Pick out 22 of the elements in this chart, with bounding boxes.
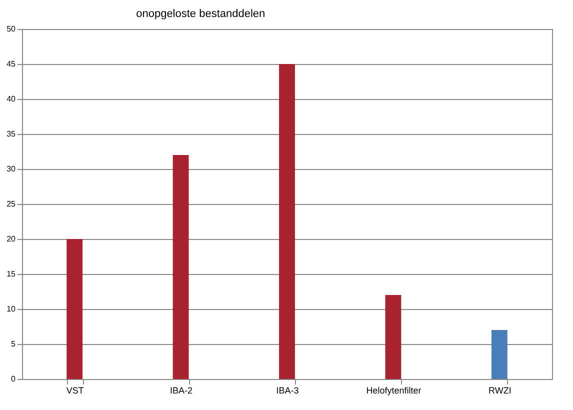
bar bbox=[491, 330, 508, 379]
bar bbox=[385, 295, 402, 379]
y-tick-label: 5 bbox=[11, 340, 16, 348]
y-tick-label: 0 bbox=[11, 374, 16, 384]
bar bbox=[279, 64, 295, 379]
x-tick-label: VST bbox=[66, 386, 84, 396]
x-tick-label: IBA-2 bbox=[170, 386, 193, 396]
chart-title: onopgeloste bestanddelen bbox=[136, 8, 266, 20]
bar bbox=[66, 239, 83, 379]
x-tick-label: IBA-3 bbox=[276, 386, 299, 396]
y-tick-label: 45 bbox=[6, 60, 16, 68]
y-tick-label: 50 bbox=[6, 24, 16, 34]
y-tick-label: 25 bbox=[6, 200, 16, 208]
y-tick-label: 10 bbox=[6, 304, 16, 314]
x-tick-label: Helofytenfilter bbox=[366, 386, 422, 396]
y-tick-label: 30 bbox=[6, 164, 16, 174]
bar bbox=[172, 155, 189, 379]
x-tick-label: RWZI bbox=[488, 386, 512, 396]
y-tick-label: 35 bbox=[6, 130, 16, 138]
y-tick-label: 40 bbox=[6, 94, 16, 104]
y-tick-label: 15 bbox=[6, 270, 16, 278]
y-tick-label: 20 bbox=[6, 234, 16, 244]
